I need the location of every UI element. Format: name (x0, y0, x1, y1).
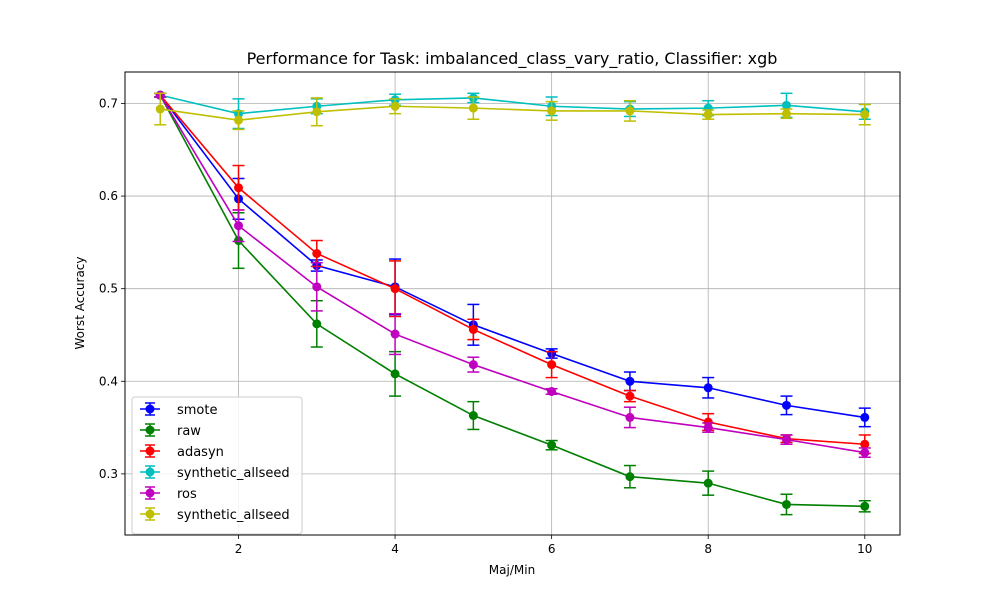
series-line (159, 94, 865, 419)
data-point (703, 423, 713, 433)
data-point (703, 383, 713, 393)
data-point (860, 110, 870, 120)
data-point (703, 478, 713, 488)
plot-frame (124, 71, 901, 536)
legend-item: synthetic_allseed (140, 465, 290, 481)
legend-item: adasyn (140, 444, 224, 460)
series-5 (154, 90, 871, 458)
data-point (468, 360, 478, 370)
data-point (625, 391, 635, 401)
x-tick-label: 10 (857, 542, 872, 556)
data-point (703, 110, 713, 120)
series-6 (154, 92, 871, 131)
series-1 (154, 90, 871, 428)
legend-label: ros (177, 487, 197, 502)
legend-label: adasyn (177, 445, 224, 460)
data-point (312, 248, 322, 258)
data-point (234, 115, 244, 125)
data-point (625, 412, 635, 422)
data-point (781, 109, 791, 119)
y-tick-label: 0.3 (99, 467, 118, 481)
data-point (234, 221, 244, 231)
legend: smoterawadasynsynthetic_allseedrossynthe… (131, 396, 303, 535)
legend-box (131, 396, 303, 535)
data-point (547, 360, 557, 370)
series-line (159, 94, 865, 508)
y-tick-label: 0.4 (99, 374, 118, 388)
series-line (160, 105, 865, 121)
data-point (781, 100, 791, 110)
data-point (860, 501, 870, 511)
data-point (781, 499, 791, 509)
y-tick-label: 0.7 (99, 96, 118, 110)
legend-item: synthetic_allseed (140, 507, 290, 523)
data-point (781, 435, 791, 445)
y-tick-label: 0.6 (99, 189, 118, 203)
data-point (625, 106, 635, 116)
legend-item: smote (140, 402, 218, 418)
data-point (468, 411, 478, 421)
data-point (468, 324, 478, 334)
legend-label: raw (177, 424, 201, 439)
data-point (860, 439, 870, 449)
ticks: 2 4 6 8 10 0.3 0.4 0.5 0.6 0.7 (99, 96, 873, 556)
y-tick-label: 0.5 (99, 282, 118, 296)
legend-marker (145, 404, 155, 414)
data-point (312, 319, 322, 329)
legend-marker (145, 467, 155, 477)
legend-label: synthetic_allseed (177, 466, 290, 481)
y-axis-label: Worst Accuracy (73, 257, 87, 350)
data-point (390, 284, 400, 294)
data-point (468, 103, 478, 113)
data-point (625, 376, 635, 386)
legend-marker (145, 509, 155, 519)
x-axis-label: Maj/Min (489, 563, 535, 577)
data-point (312, 107, 322, 117)
series-line (159, 94, 865, 446)
series-line (160, 94, 865, 115)
legend-marker (145, 488, 155, 498)
x-tick-label: 2 (235, 542, 243, 556)
data-point (312, 282, 322, 292)
x-tick-label: 4 (391, 542, 399, 556)
data-point (547, 106, 557, 116)
x-tick-label: 8 (704, 542, 712, 556)
chart-title: Performance for Task: imbalanced_class_v… (247, 49, 778, 69)
data-point (390, 101, 400, 111)
legend-item: raw (140, 423, 201, 439)
data-point (547, 440, 557, 450)
legend-item: ros (140, 486, 197, 502)
legend-marker (145, 446, 155, 456)
legend-label: smote (177, 403, 218, 418)
data-point (547, 386, 557, 396)
data-point (860, 412, 870, 422)
data-point (390, 369, 400, 379)
data-point (860, 448, 870, 458)
series-layer (154, 90, 871, 516)
data-point (625, 472, 635, 482)
data-point (234, 183, 244, 193)
legend-marker (145, 425, 155, 435)
data-point (390, 329, 400, 339)
data-point (155, 104, 165, 114)
x-tick-label: 6 (548, 542, 556, 556)
data-point (781, 400, 791, 410)
legend-label: synthetic_allseed (177, 508, 290, 523)
series-line (159, 94, 865, 454)
